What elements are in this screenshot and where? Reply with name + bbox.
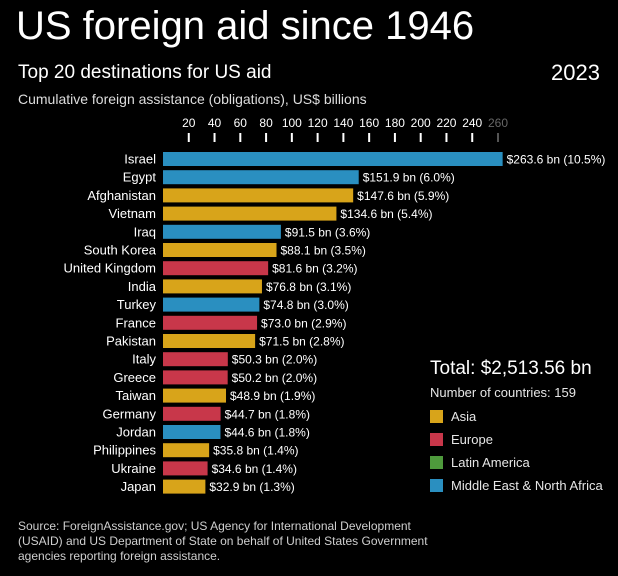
bar-philippines [163, 443, 210, 458]
legend-item-europe: Europe [430, 428, 615, 451]
bar-france [163, 315, 258, 330]
category-label-pakistan: Pakistan [106, 334, 156, 349]
chart-description: Cumulative foreign assistance (obligatio… [18, 91, 367, 107]
value-label-turkey: $74.8 bn (3.0%) [263, 298, 348, 312]
value-label-united-kingdom: $81.6 bn (3.2%) [272, 262, 357, 276]
value-label-greece: $50.2 bn (2.0%) [232, 371, 317, 385]
category-label-ukraine: Ukraine [111, 461, 156, 476]
x-tick-label: 240 [462, 116, 482, 130]
category-label-greece: Greece [113, 370, 156, 385]
category-label-egypt: Egypt [123, 170, 157, 185]
category-label-japan: Japan [121, 479, 156, 494]
legend-label-middle-east: Middle East & North Africa [451, 478, 603, 493]
value-label-philippines: $35.8 bn (1.4%) [213, 444, 298, 458]
value-label-france: $73.0 bn (2.9%) [261, 316, 346, 330]
category-label-united-kingdom: United Kingdom [64, 261, 157, 276]
chart-title: US foreign aid since 1946 [16, 4, 475, 48]
bar-greece [163, 370, 228, 385]
bar-egypt [163, 170, 359, 185]
category-label-germany: Germany [103, 406, 157, 421]
bar-taiwan [163, 388, 227, 403]
value-label-iraq: $91.5 bn (3.6%) [285, 225, 370, 239]
x-tick-label: 40 [208, 116, 222, 130]
bar-south-korea [163, 243, 277, 257]
category-label-italy: Italy [132, 352, 156, 367]
value-label-india: $76.8 bn (3.1%) [266, 280, 351, 294]
x-tick-label: 200 [411, 116, 431, 130]
legend-swatch-latin-america [430, 456, 443, 469]
legend-label-europe: Europe [451, 432, 493, 447]
bar-germany [163, 406, 221, 421]
value-label-japan: $32.9 bn (1.3%) [209, 480, 294, 494]
chart-subtitle: Top 20 destinations for US aid [18, 62, 272, 83]
total-label: Total: $2,513.56 bn [430, 358, 592, 379]
x-tick-label: 220 [436, 116, 456, 130]
legend: Asia Europe Latin America Middle East & … [430, 405, 615, 497]
x-tick-label: 100 [282, 116, 302, 130]
legend-label-latin-america: Latin America [451, 455, 530, 470]
legend-label-asia: Asia [451, 409, 477, 424]
legend-swatch-asia [430, 410, 443, 423]
x-tick-label: 260 [488, 116, 508, 130]
category-label-jordan: Jordan [116, 425, 156, 440]
legend-item-asia: Asia [430, 405, 615, 428]
bar-japan [163, 479, 206, 494]
value-label-italy: $50.3 bn (2.0%) [232, 353, 317, 367]
legend-item-latin-america: Latin America [430, 451, 615, 474]
value-label-ukraine: $34.6 bn (1.4%) [212, 462, 297, 476]
x-tick-label: 180 [385, 116, 405, 130]
value-label-egypt: $151.9 bn (6.0%) [363, 171, 455, 185]
category-label-vietnam: Vietnam [109, 206, 156, 221]
bar-iraq [163, 224, 281, 239]
x-tick-label: 160 [359, 116, 379, 130]
x-tick-label: 140 [333, 116, 353, 130]
category-label-afghanistan: Afghanistan [87, 188, 156, 203]
bar-pakistan [163, 334, 256, 348]
bar-israel [163, 152, 503, 166]
bar-jordan [163, 425, 221, 439]
legend-swatch-europe [430, 433, 443, 446]
value-label-south-korea: $88.1 bn (3.5%) [281, 244, 366, 258]
category-label-israel: Israel [124, 152, 156, 167]
value-label-vietnam: $134.6 bn (5.4%) [340, 207, 432, 221]
category-label-south-korea: South Korea [84, 243, 157, 258]
value-label-germany: $44.7 bn (1.8%) [225, 407, 310, 421]
value-label-pakistan: $71.5 bn (2.8%) [259, 335, 344, 349]
x-tick-label: 60 [234, 116, 248, 130]
source-note: Source: ForeignAssistance.gov; US Agency… [18, 519, 428, 563]
legend-item-middle-east: Middle East & North Africa [430, 474, 615, 497]
category-label-france: France [116, 315, 156, 330]
value-label-israel: $263.6 bn (10.5%) [507, 153, 606, 167]
bar-vietnam [163, 206, 337, 221]
category-label-turkey: Turkey [117, 297, 157, 312]
bar-united-kingdom [163, 261, 269, 276]
bar-chart: 20 40 60 80 100 120 140 160 180 200 220 240 260 Israe… [64, 116, 606, 494]
country-count-label: Number of countries: 159 [430, 385, 576, 400]
bar-turkey [163, 297, 260, 312]
value-label-afghanistan: $147.6 bn (5.9%) [357, 189, 449, 203]
category-label-iraq: Iraq [134, 224, 156, 239]
x-tick-label: 120 [308, 116, 328, 130]
bar-italy [163, 352, 228, 367]
x-tick-label: 20 [182, 116, 196, 130]
year-label: 2023 [551, 60, 600, 85]
category-label-taiwan: Taiwan [116, 388, 156, 403]
bar-afghanistan [163, 188, 354, 203]
category-label-india: India [128, 279, 157, 294]
bar-ukraine [163, 461, 208, 476]
value-label-taiwan: $48.9 bn (1.9%) [230, 389, 315, 403]
x-tick-label: 80 [259, 116, 273, 130]
value-label-jordan: $44.6 bn (1.8%) [224, 426, 309, 440]
legend-swatch-middle-east [430, 479, 443, 492]
category-label-philippines: Philippines [93, 443, 156, 458]
bar-india [163, 279, 262, 294]
